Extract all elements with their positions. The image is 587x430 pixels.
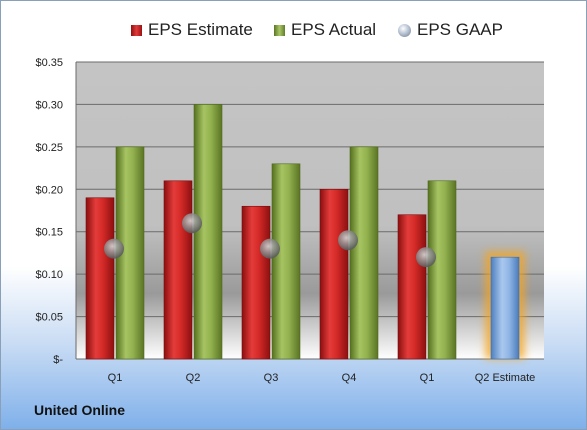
bars xyxy=(85,104,525,360)
legend-swatch-eps-gaap xyxy=(398,23,411,37)
y-tick-label: $0.30 xyxy=(35,99,63,111)
bar-eps-actual xyxy=(193,104,223,360)
legend-swatch-eps-actual xyxy=(274,24,285,36)
y-tick-label: $0.05 xyxy=(35,312,63,324)
legend-label-eps-estimate: EPS Estimate xyxy=(148,20,253,39)
legend-item-eps-estimate: EPS Estimate xyxy=(131,15,253,45)
marker-eps-gaap xyxy=(104,238,124,259)
legend-item-eps-actual: EPS Actual xyxy=(274,15,376,45)
y-tick-label: $0.20 xyxy=(35,184,63,196)
x-tick-label: Q2 xyxy=(186,372,201,384)
legend-swatch-eps-estimate xyxy=(131,24,142,36)
legend-item-eps-gaap: EPS GAAP xyxy=(398,15,503,45)
y-tick-label: $0.10 xyxy=(35,269,63,281)
x-tick-label: Q1 xyxy=(108,372,123,384)
bar-eps-estimate xyxy=(163,180,193,360)
company-name: United Online xyxy=(34,402,125,418)
bar-eps-estimate xyxy=(241,205,271,360)
bar-q2-estimate xyxy=(490,256,520,360)
plot-area-background xyxy=(76,62,544,359)
bar-eps-actual xyxy=(349,146,379,360)
y-axis-ticks: $0.35 $0.30 $0.25 $0.20 $0.15 $0.10 $0.05 $- xyxy=(35,57,63,366)
y-tick-label: $- xyxy=(53,354,63,366)
gaap-markers xyxy=(104,213,436,268)
marker-eps-gaap xyxy=(338,230,358,251)
chart-legend: EPS Estimate EPS Actual EPS GAAP xyxy=(1,15,586,45)
y-tick-label: $0.35 xyxy=(35,57,63,69)
x-tick-label: Q4 xyxy=(342,372,357,384)
x-tick-label: Q3 xyxy=(264,372,279,384)
x-axis-ticks: Q1 Q2 Q3 Q4 Q1 Q2 Estimate xyxy=(108,372,536,384)
bar-eps-estimate xyxy=(397,214,427,360)
legend-label-eps-gaap: EPS GAAP xyxy=(417,20,503,39)
bar-eps-actual xyxy=(427,180,457,360)
bar-eps-estimate xyxy=(85,197,115,360)
x-tick-label: Q1 xyxy=(420,372,435,384)
marker-eps-gaap xyxy=(260,238,280,259)
legend-label-eps-actual: EPS Actual xyxy=(291,20,377,39)
gridlines xyxy=(75,61,544,360)
marker-eps-gaap xyxy=(182,213,202,234)
bar-eps-actual xyxy=(271,163,301,360)
marker-eps-gaap xyxy=(416,247,436,268)
y-tick-label: $0.25 xyxy=(35,142,63,154)
bar-eps-estimate xyxy=(319,188,349,360)
x-tick-label: Q2 Estimate xyxy=(475,372,536,384)
y-tick-label: $0.15 xyxy=(35,227,63,239)
